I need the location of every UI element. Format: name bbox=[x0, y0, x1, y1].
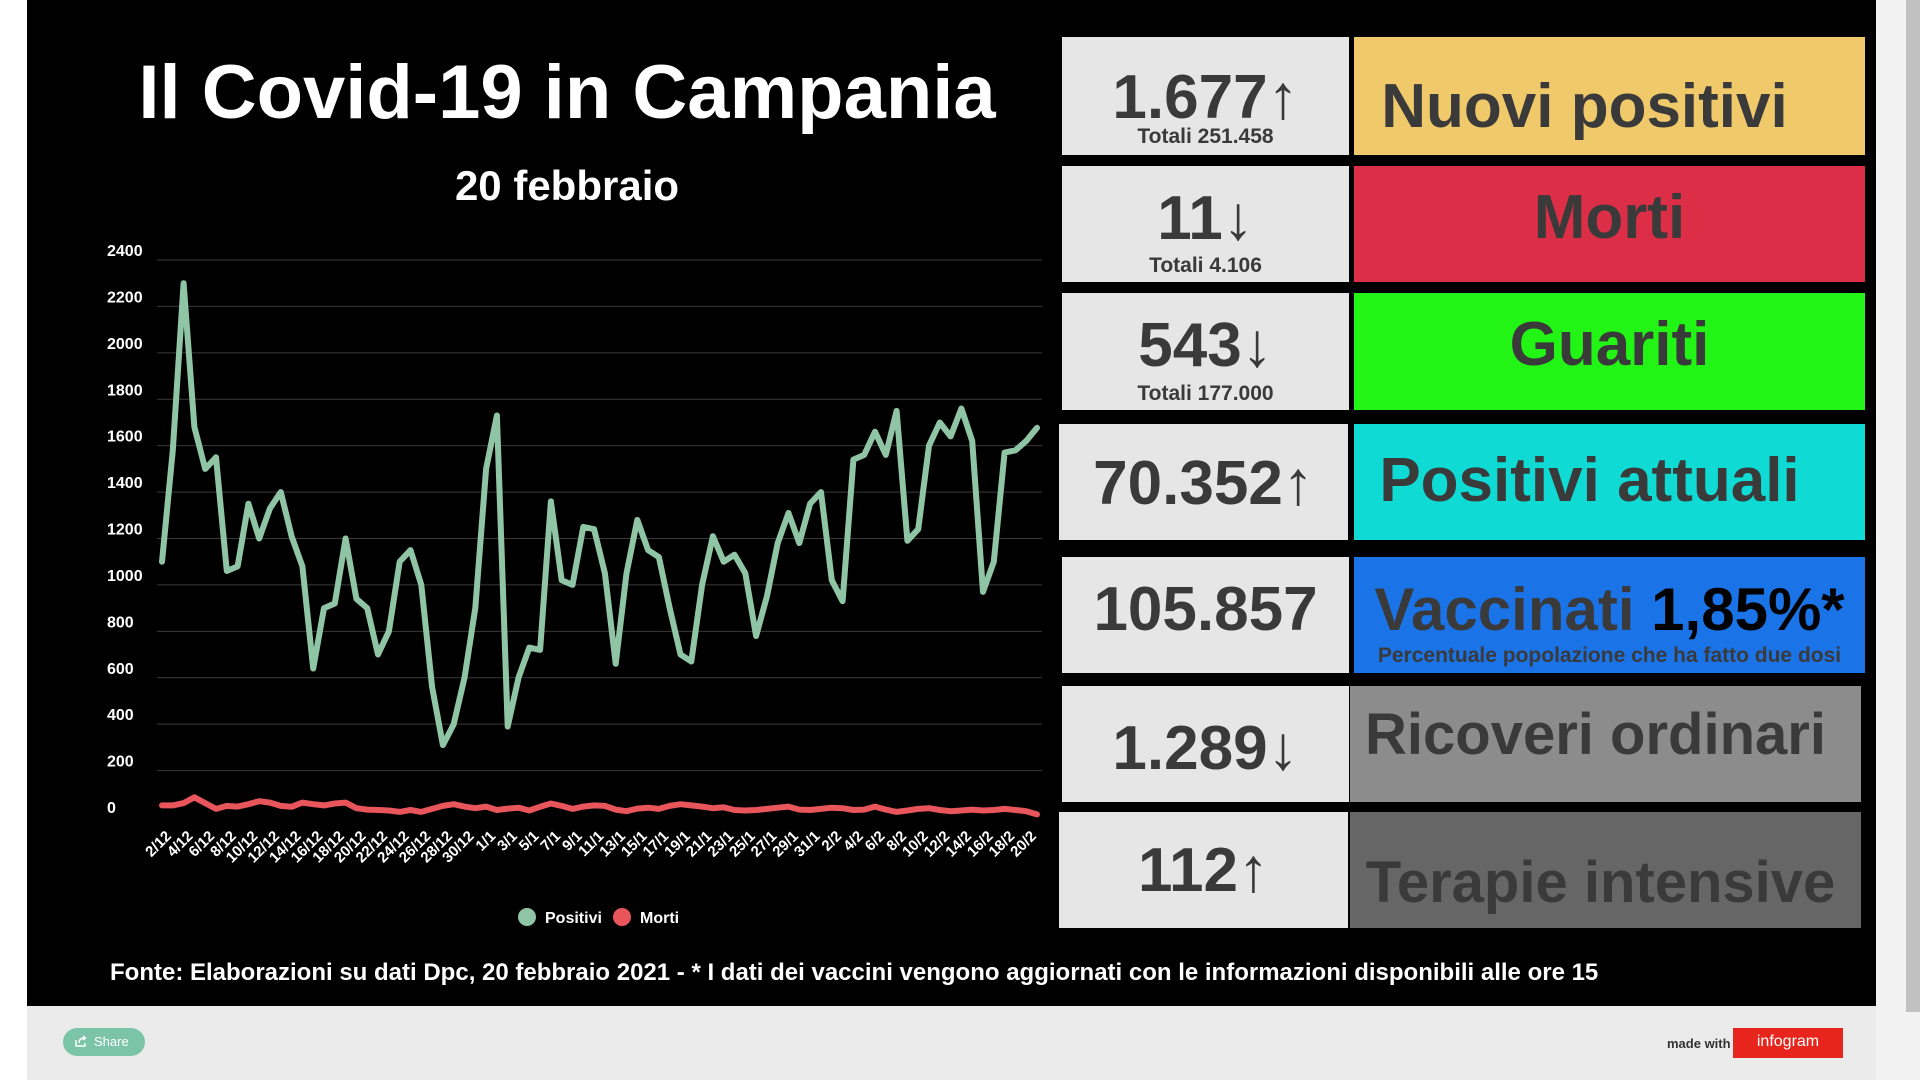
vaccination-percentage: 1,85%* bbox=[1651, 576, 1845, 643]
left-margin bbox=[0, 0, 27, 1080]
stat-label: Positivi attuali bbox=[1379, 446, 1800, 515]
stat-label: Vaccinati 1,85%* bbox=[1354, 575, 1865, 645]
stat-label-box: Guariti bbox=[1354, 293, 1865, 410]
stat-value-box: 1.289↓ bbox=[1062, 686, 1349, 802]
legend-label: Positivi bbox=[545, 910, 602, 927]
stat-value-box: 70.352↑ bbox=[1059, 424, 1348, 540]
scrollbar-thumb[interactable] bbox=[1906, 0, 1920, 1012]
y-tick-label: 200 bbox=[107, 754, 134, 771]
stat-label-text: Vaccinati bbox=[1374, 576, 1635, 643]
stat-label: Ricoveri ordinari bbox=[1365, 702, 1826, 767]
y-tick-label: 400 bbox=[107, 707, 134, 724]
stat-label: Nuovi positivi bbox=[1381, 72, 1788, 141]
stat-note: Percentuale popolazione che ha fatto due… bbox=[1377, 644, 1842, 667]
stat-value: 11↓ bbox=[1157, 184, 1254, 253]
stat-value-box: 1.677↑ Totali 251.458 bbox=[1062, 37, 1349, 155]
legend-marker bbox=[613, 908, 631, 926]
share-icon bbox=[75, 1035, 87, 1047]
stat-label-box: Terapie intensive bbox=[1350, 812, 1861, 928]
stat-value-box: 105.857 bbox=[1062, 557, 1349, 673]
y-tick-label: 1400 bbox=[107, 475, 143, 492]
line-chart: 2400220020001800160014001200100080060040… bbox=[107, 243, 1042, 927]
stat-total: Totali 251.458 bbox=[1137, 125, 1274, 148]
infogram-logo[interactable]: infogram bbox=[1733, 1028, 1843, 1058]
y-tick-label: 2400 bbox=[107, 243, 143, 260]
stat-label-box: Positivi attuali bbox=[1354, 424, 1865, 540]
stat-value: 112↑ bbox=[1137, 836, 1270, 905]
stat-value: 1.677↑ bbox=[1112, 63, 1299, 132]
stat-value: 70.352↑ bbox=[1093, 449, 1314, 518]
share-label: Share bbox=[94, 1034, 129, 1049]
y-tick-label: 1200 bbox=[107, 522, 143, 539]
y-tick-label: 2200 bbox=[107, 289, 143, 306]
stat-label: Guariti bbox=[1509, 310, 1710, 379]
y-tick-label: 1800 bbox=[107, 382, 143, 399]
stat-value: 543↓ bbox=[1138, 311, 1273, 380]
stat-total: Totali 4.106 bbox=[1149, 254, 1262, 277]
stat-label-box: Ricoveri ordinari bbox=[1350, 686, 1861, 802]
series-line-morti bbox=[159, 794, 1040, 818]
y-tick-label: 1600 bbox=[107, 429, 143, 446]
stat-value-box: 543↓ Totali 177.000 bbox=[1062, 293, 1349, 410]
stat-label-box: Morti bbox=[1354, 166, 1865, 282]
y-tick-label: 2000 bbox=[107, 336, 143, 353]
footer-bar: Share made with infogram bbox=[27, 1006, 1876, 1080]
stat-value: 1.289↓ bbox=[1112, 714, 1299, 783]
made-with-text: made with bbox=[1667, 1036, 1731, 1051]
series-line-positivi bbox=[159, 280, 1040, 749]
source-note: Fonte: Elaborazioni su dati Dpc, 20 febb… bbox=[110, 959, 1599, 986]
share-button[interactable]: Share bbox=[63, 1028, 145, 1056]
legend-label: Morti bbox=[640, 910, 679, 927]
stat-label-box: Vaccinati 1,85%* Percentuale popolazione… bbox=[1354, 557, 1865, 673]
infographic-canvas: Il Covid-19 in Campania 20 febbraio 2400… bbox=[27, 0, 1876, 1006]
page-date: 20 febbraio bbox=[454, 162, 680, 209]
stat-value-box: 11↓ Totali 4.106 bbox=[1062, 166, 1349, 282]
y-tick-label: 800 bbox=[107, 614, 134, 631]
page-title: Il Covid-19 in Campania bbox=[138, 50, 996, 135]
y-tick-label: 0 bbox=[107, 800, 116, 817]
x-tick-label: 20/2 bbox=[1007, 828, 1040, 861]
stat-label: Terapie intensive bbox=[1365, 850, 1836, 915]
y-tick-label: 600 bbox=[107, 661, 134, 678]
stat-label: Morti bbox=[1533, 183, 1686, 252]
stat-value: 105.857 bbox=[1093, 575, 1318, 644]
stat-label-box: Nuovi positivi bbox=[1354, 37, 1865, 155]
stat-value-box: 112↑ bbox=[1059, 812, 1348, 928]
stat-total: Totali 177.000 bbox=[1137, 382, 1274, 405]
y-tick-label: 1000 bbox=[107, 568, 143, 585]
legend-marker bbox=[518, 908, 536, 926]
